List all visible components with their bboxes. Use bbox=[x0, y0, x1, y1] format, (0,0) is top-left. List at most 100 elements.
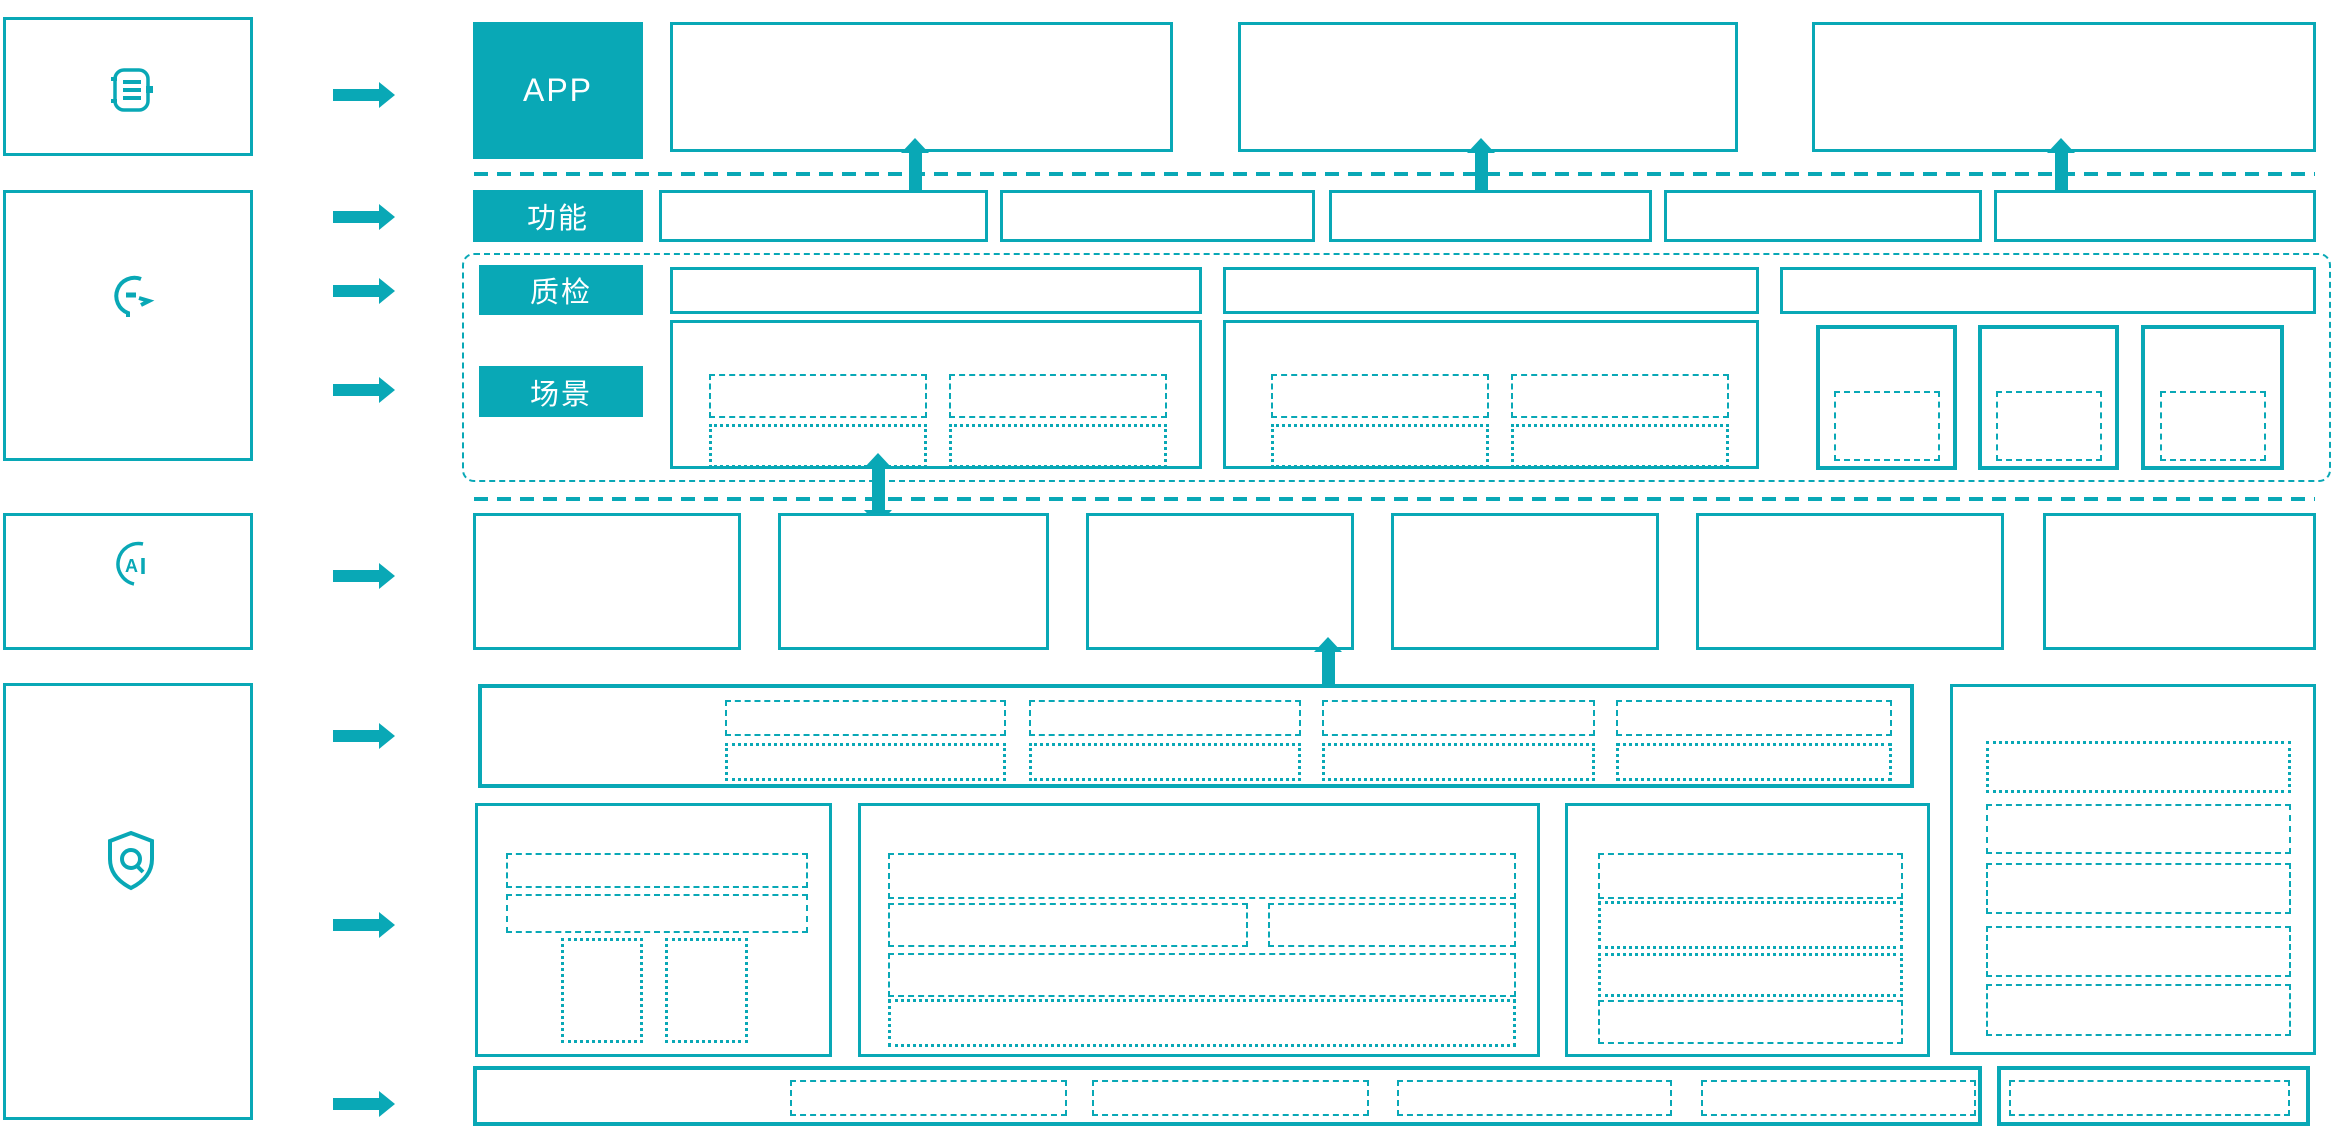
grid-slot bbox=[1029, 700, 1301, 736]
left-panel-2 bbox=[3, 190, 253, 461]
detail-slot bbox=[888, 999, 1516, 1047]
scenario-row-label: 场景 bbox=[479, 366, 643, 417]
scenario-slot bbox=[1271, 374, 1489, 418]
quality-box-1 bbox=[670, 267, 1202, 314]
bottom-slot bbox=[790, 1080, 1067, 1116]
function-box-3 bbox=[1329, 190, 1652, 242]
detail-slot bbox=[888, 953, 1516, 997]
layer-box-6 bbox=[2043, 513, 2316, 650]
function-box-5 bbox=[1994, 190, 2316, 242]
scenario-panel-2 bbox=[1223, 320, 1759, 469]
detail-slot bbox=[1598, 1000, 1903, 1044]
scenario-slot bbox=[1511, 374, 1729, 418]
left-panel-3: A bbox=[3, 513, 253, 650]
scenario-slot bbox=[709, 424, 927, 468]
flow-arrow-7 bbox=[333, 912, 395, 938]
scenario-panel-1 bbox=[670, 320, 1202, 469]
stack-slot bbox=[1986, 804, 2291, 854]
detail-slot bbox=[506, 853, 808, 888]
grid-slot bbox=[725, 743, 1006, 781]
layer-box-5 bbox=[1696, 513, 2004, 650]
grid-panel bbox=[478, 684, 1914, 788]
app-row-label: APP bbox=[473, 22, 643, 159]
flow-arrow-1 bbox=[333, 82, 395, 108]
right-stack-panel bbox=[1950, 684, 2316, 1055]
layer-box-4 bbox=[1391, 513, 1659, 650]
layer-box-3 bbox=[1086, 513, 1354, 650]
flow-arrow-4 bbox=[333, 377, 395, 403]
ai-head-icon: A bbox=[103, 534, 159, 594]
grid-slot bbox=[725, 700, 1006, 736]
detail-slot bbox=[561, 938, 643, 1043]
svg-text:A: A bbox=[125, 556, 138, 576]
app-box-1 bbox=[670, 22, 1173, 152]
detail-slot bbox=[1598, 953, 1903, 997]
document-list-icon bbox=[101, 60, 161, 120]
bottom-bar-right bbox=[1997, 1066, 2310, 1126]
flow-arrow-8 bbox=[333, 1091, 395, 1117]
function-box-1 bbox=[659, 190, 988, 242]
flow-arrow-6 bbox=[333, 723, 395, 749]
voice-person-icon bbox=[101, 265, 161, 325]
app-label-text: APP bbox=[522, 72, 594, 108]
quality-box-3 bbox=[1780, 267, 2316, 314]
scenario-slot bbox=[1834, 391, 1940, 461]
bottom-slot bbox=[2009, 1080, 2290, 1116]
detail-slot bbox=[665, 938, 748, 1043]
left-panel-4 bbox=[3, 683, 253, 1120]
scenario-slot bbox=[1271, 424, 1489, 468]
bottom-slot bbox=[1092, 1080, 1369, 1116]
scenario-small-box-3 bbox=[2141, 325, 2284, 470]
dashed-separator-top bbox=[474, 172, 2315, 176]
detail-slot bbox=[1598, 901, 1903, 949]
left-panel-1 bbox=[3, 17, 253, 156]
detail-slot bbox=[1598, 853, 1903, 899]
quality-shield-icon bbox=[103, 828, 159, 892]
layer-box-1 bbox=[473, 513, 741, 650]
detail-panel-center bbox=[858, 803, 1540, 1057]
quality-row-label: 质检 bbox=[479, 265, 643, 315]
grid-slot bbox=[1616, 700, 1892, 736]
scenario-slot bbox=[949, 424, 1167, 468]
scenario-slot bbox=[1996, 391, 2102, 461]
stack-slot bbox=[1986, 984, 2291, 1036]
app-box-2 bbox=[1238, 22, 1738, 152]
function-box-2 bbox=[1000, 190, 1315, 242]
detail-panel-left bbox=[475, 803, 832, 1057]
detail-slot bbox=[888, 853, 1516, 899]
scenario-small-box-1 bbox=[1816, 325, 1957, 470]
grid-slot bbox=[1029, 743, 1301, 781]
quality-label-text: 质检 bbox=[529, 277, 592, 309]
flow-arrow-2 bbox=[333, 204, 395, 230]
grid-slot bbox=[1616, 743, 1892, 781]
layer-box-2 bbox=[778, 513, 1049, 650]
stack-slot bbox=[1986, 863, 2291, 914]
stack-slot bbox=[1986, 741, 2291, 793]
app-box-3 bbox=[1812, 22, 2316, 152]
scenario-label-text: 场景 bbox=[529, 378, 592, 411]
bottom-slot bbox=[1701, 1080, 1976, 1116]
detail-slot bbox=[1268, 903, 1516, 947]
scenario-slot bbox=[1511, 424, 1729, 468]
grid-slot bbox=[1322, 700, 1595, 736]
function-box-4 bbox=[1664, 190, 1982, 242]
quality-scenario-container bbox=[462, 253, 2331, 482]
scenario-slot bbox=[2160, 391, 2266, 461]
dashed-separator-bottom bbox=[474, 497, 2315, 501]
bottom-slot bbox=[1397, 1080, 1672, 1116]
detail-slot bbox=[506, 894, 808, 933]
scenario-slot bbox=[709, 374, 927, 418]
flow-arrow-5 bbox=[333, 563, 395, 589]
quality-box-2 bbox=[1223, 267, 1759, 314]
scenario-small-box-2 bbox=[1978, 325, 2119, 470]
flow-arrow-3 bbox=[333, 278, 395, 304]
function-label-text: 功能 bbox=[526, 203, 589, 235]
scenario-slot bbox=[949, 374, 1167, 418]
detail-slot bbox=[888, 903, 1248, 947]
detail-panel-right bbox=[1565, 803, 1930, 1057]
bottom-bar bbox=[473, 1066, 1982, 1126]
grid-slot bbox=[1322, 743, 1595, 781]
stack-slot bbox=[1986, 926, 2291, 977]
function-row-label: 功能 bbox=[473, 190, 643, 242]
